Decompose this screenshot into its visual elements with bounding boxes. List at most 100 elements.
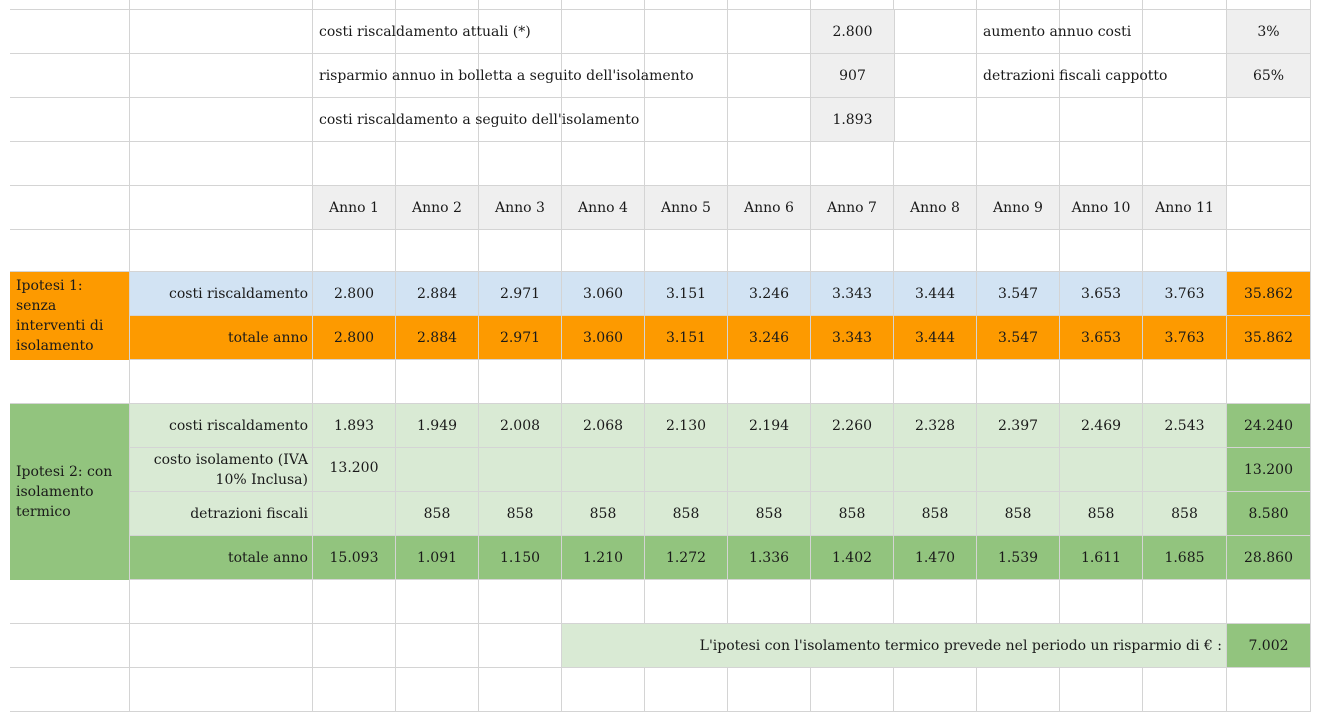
empty-cell[interactable] [977, 54, 1060, 98]
hyp2-value-cell[interactable] [811, 448, 894, 492]
empty-cell[interactable] [811, 0, 894, 10]
empty-cell[interactable] [396, 98, 479, 142]
empty-cell[interactable] [130, 10, 313, 54]
empty-cell[interactable] [728, 142, 811, 186]
empty-cell[interactable] [977, 360, 1060, 404]
hyp1-value-cell[interactable]: 3.547 [977, 272, 1060, 316]
hyp1-value-cell[interactable]: 2.800 [313, 272, 396, 316]
empty-cell[interactable] [479, 230, 562, 272]
empty-cell[interactable] [130, 230, 313, 272]
empty-cell[interactable] [894, 580, 977, 624]
empty-cell[interactable] [313, 624, 396, 668]
hyp2-value-cell[interactable]: 1.272 [645, 536, 728, 580]
year-header-9[interactable]: Anno 9 [977, 186, 1060, 230]
hyp2-value-cell[interactable]: 1.949 [396, 404, 479, 448]
empty-cell[interactable] [1143, 54, 1227, 98]
empty-cell[interactable] [1060, 10, 1143, 54]
empty-cell[interactable] [894, 10, 977, 54]
empty-cell[interactable] [396, 580, 479, 624]
hyp2-value-cell[interactable]: 1.150 [479, 536, 562, 580]
empty-cell[interactable] [1143, 10, 1227, 54]
hyp2-value-cell[interactable]: 2.543 [1143, 404, 1227, 448]
empty-cell[interactable] [1060, 580, 1143, 624]
hyp2-total-cell[interactable]: 24.240 [1227, 404, 1311, 448]
empty-cell[interactable] [1060, 668, 1143, 712]
empty-cell[interactable] [130, 668, 313, 712]
empty-cell[interactable] [396, 142, 479, 186]
empty-cell[interactable] [811, 142, 894, 186]
empty-cell[interactable] [130, 54, 313, 98]
hyp2-value-cell[interactable]: 1.336 [728, 536, 811, 580]
empty-cell[interactable] [562, 10, 645, 54]
hyp2-value-cell[interactable]: 2.260 [811, 404, 894, 448]
hyp2-value-cell[interactable]: 13.200 [313, 448, 396, 492]
empty-cell[interactable] [894, 230, 977, 272]
empty-cell[interactable] [1060, 230, 1143, 272]
empty-cell[interactable] [313, 54, 396, 98]
empty-cell[interactable] [1227, 230, 1311, 272]
year-header-11[interactable]: Anno 11 [1143, 186, 1227, 230]
empty-cell[interactable] [10, 668, 130, 712]
empty-cell[interactable] [1227, 580, 1311, 624]
empty-cell[interactable] [811, 230, 894, 272]
empty-cell[interactable] [1143, 230, 1227, 272]
hyp2-value-cell[interactable] [479, 448, 562, 492]
empty-cell[interactable] [10, 360, 130, 404]
empty-cell[interactable] [645, 668, 728, 712]
hyp2-row-label[interactable]: totale anno [130, 536, 313, 580]
empty-cell[interactable] [1227, 668, 1311, 712]
hyp2-value-cell[interactable]: 2.397 [977, 404, 1060, 448]
empty-cell[interactable] [313, 0, 396, 10]
year-header-6[interactable]: Anno 6 [728, 186, 811, 230]
empty-cell[interactable] [977, 0, 1060, 10]
empty-cell[interactable] [396, 54, 479, 98]
hyp1-value-cell[interactable]: 3.763 [1143, 272, 1227, 316]
empty-cell[interactable] [10, 142, 130, 186]
hyp2-value-cell[interactable] [977, 448, 1060, 492]
empty-cell[interactable] [894, 54, 977, 98]
hyp2-value-cell[interactable] [894, 448, 977, 492]
hyp2-value-cell[interactable]: 2.194 [728, 404, 811, 448]
empty-cell[interactable] [10, 0, 130, 10]
empty-cell[interactable] [396, 668, 479, 712]
hyp2-value-cell[interactable]: 1.611 [1060, 536, 1143, 580]
empty-cell[interactable] [645, 10, 728, 54]
hyp2-title[interactable]: Ipotesi 2: con isolamento termico [10, 404, 130, 580]
empty-cell[interactable] [977, 142, 1060, 186]
year-header-8[interactable]: Anno 8 [894, 186, 977, 230]
hyp1-value-cell[interactable]: 2.971 [479, 316, 562, 360]
empty-cell[interactable] [396, 10, 479, 54]
hyp2-value-cell[interactable]: 1.685 [1143, 536, 1227, 580]
hyp2-value-cell[interactable]: 858 [562, 492, 645, 536]
empty-cell[interactable] [313, 10, 396, 54]
hyp1-total-cell[interactable]: 35.862 [1227, 316, 1311, 360]
empty-cell[interactable] [396, 624, 479, 668]
empty-cell[interactable] [562, 668, 645, 712]
hyp2-total-cell[interactable]: 13.200 [1227, 448, 1311, 492]
empty-cell[interactable] [977, 580, 1060, 624]
empty-cell[interactable] [130, 624, 313, 668]
empty-cell[interactable] [313, 580, 396, 624]
hyp1-value-cell[interactable]: 3.547 [977, 316, 1060, 360]
empty-cell[interactable] [728, 580, 811, 624]
hyp2-value-cell[interactable]: 1.402 [811, 536, 894, 580]
hyp1-value-cell[interactable]: 3.343 [811, 272, 894, 316]
empty-cell[interactable] [728, 10, 811, 54]
hyp2-value-cell[interactable]: 1.091 [396, 536, 479, 580]
empty-cell[interactable] [479, 54, 562, 98]
empty-cell[interactable] [313, 668, 396, 712]
empty-cell[interactable] [728, 668, 811, 712]
empty-cell[interactable] [1143, 0, 1227, 10]
hyp2-total-cell[interactable]: 8.580 [1227, 492, 1311, 536]
post-costs-label[interactable]: costi riscaldamento a seguito dell'isola… [319, 112, 640, 128]
hyp1-value-cell[interactable]: 3.151 [645, 272, 728, 316]
empty-cell[interactable] [130, 0, 313, 10]
empty-cell[interactable] [894, 360, 977, 404]
cost-increase-label[interactable]: aumento annuo costi [983, 24, 1132, 40]
hyp2-value-cell[interactable] [728, 448, 811, 492]
empty-cell[interactable] [894, 98, 977, 142]
hyp1-value-cell[interactable]: 2.884 [396, 316, 479, 360]
empty-cell[interactable] [811, 360, 894, 404]
empty-cell[interactable] [1060, 142, 1143, 186]
hyp1-value-cell[interactable]: 3.246 [728, 316, 811, 360]
